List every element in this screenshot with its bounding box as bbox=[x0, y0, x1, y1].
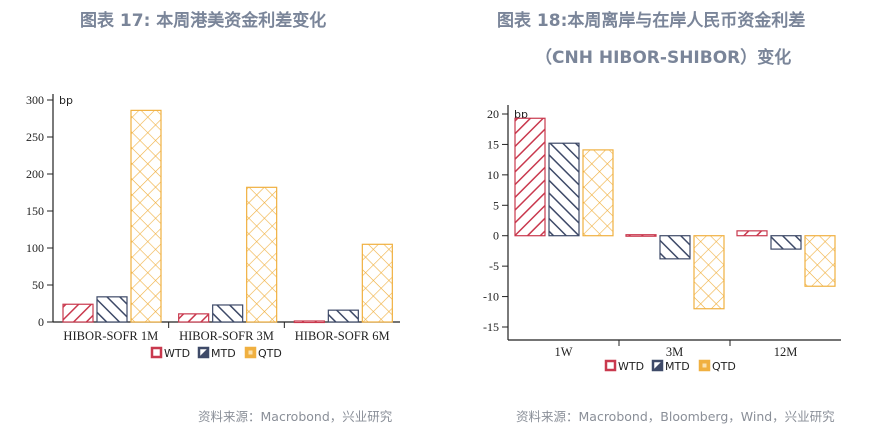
legend-label: MTD bbox=[665, 360, 690, 373]
left-chart-title: 图表 17: 本周港美资金利差变化 bbox=[80, 11, 327, 31]
bar-qtd bbox=[130, 109, 162, 323]
x-category-label: HIBOR-SOFR 3M bbox=[179, 329, 274, 343]
bar-wtd bbox=[178, 313, 210, 323]
y-tick-label: 50 bbox=[32, 278, 44, 292]
y-tick-label: 0 bbox=[38, 315, 44, 329]
bar-wtd bbox=[293, 320, 325, 324]
bar-wtd bbox=[736, 230, 768, 237]
bar-wtd bbox=[625, 234, 657, 237]
bar-mtd bbox=[659, 235, 691, 260]
bar-mtd bbox=[548, 142, 580, 237]
legend: WTD MTD QTD bbox=[604, 359, 736, 373]
bar-wtd bbox=[62, 303, 94, 323]
legend-swatch-wtd bbox=[604, 359, 617, 372]
legend-item-mtd: MTD bbox=[651, 359, 690, 373]
bar-qtd bbox=[582, 149, 614, 237]
x-category-label: 1W bbox=[554, 345, 572, 359]
legend-item-qtd: QTD bbox=[244, 346, 282, 360]
bar-mtd bbox=[327, 309, 359, 323]
y-tick-label: -10 bbox=[483, 290, 499, 304]
bar-qtd bbox=[693, 235, 725, 310]
legend-item-qtd: QTD bbox=[698, 359, 736, 373]
legend-item-mtd: MTD bbox=[197, 346, 236, 360]
bar-mtd bbox=[212, 304, 244, 323]
legend-item-wtd: WTD bbox=[604, 359, 644, 373]
right-chart-title-line2: （CNH HIBOR-SHIBOR）变化 bbox=[535, 48, 792, 68]
x-category-label: 3M bbox=[666, 345, 683, 359]
y-tick-label: -15 bbox=[483, 320, 499, 334]
y-tick-label: 100 bbox=[26, 241, 44, 255]
bar-wtd bbox=[514, 117, 546, 237]
legend-label: QTD bbox=[712, 360, 736, 373]
plot-area: 0 50 100 150 200 250 300 bp HIBOR-SOFR 1M HIBOR-S… bbox=[26, 93, 400, 343]
legend-item-wtd: WTD bbox=[150, 346, 190, 360]
bar-mtd bbox=[96, 296, 128, 323]
right-source-note: 资料来源：Macrobond，Bloomberg，Wind，兴业研究 bbox=[516, 409, 835, 424]
legend-swatch-wtd bbox=[150, 346, 163, 359]
x-category-label: HIBOR-SOFR 1M bbox=[63, 329, 158, 343]
legend-label: WTD bbox=[618, 360, 644, 373]
y-tick-label: 200 bbox=[26, 167, 44, 181]
y-tick-label: 5 bbox=[493, 198, 499, 212]
left-source-note: 资料来源：Macrobond，兴业研究 bbox=[198, 409, 393, 424]
legend: WTD MTD QTD bbox=[150, 346, 282, 360]
bar-qtd bbox=[804, 235, 836, 287]
left-bar-chart: 0 50 100 150 200 250 300 bp HIBOR-SOFR 1M HIBOR-S… bbox=[26, 93, 400, 360]
y-tick-label: 250 bbox=[26, 130, 44, 144]
right-chart-title-line1: 图表 18:本周离岸与在岸人民币资金利差 bbox=[497, 11, 806, 31]
y-tick-label: -5 bbox=[489, 259, 499, 273]
unit-label: bp bbox=[59, 94, 73, 107]
legend-label: MTD bbox=[211, 347, 236, 360]
legend-label: WTD bbox=[164, 347, 190, 360]
x-category-label: 12M bbox=[774, 345, 798, 359]
y-tick-label: 10 bbox=[487, 168, 499, 182]
x-category-label: HIBOR-SOFR 6M bbox=[295, 329, 390, 343]
bar-qtd bbox=[361, 243, 393, 323]
y-tick-label: 150 bbox=[26, 204, 44, 218]
bar-qtd bbox=[246, 186, 278, 323]
y-tick-label: 300 bbox=[26, 93, 44, 107]
bar-mtd bbox=[770, 235, 802, 250]
y-tick-label: 15 bbox=[487, 137, 499, 151]
y-tick-label: 0 bbox=[493, 229, 499, 243]
legend-label: QTD bbox=[258, 347, 282, 360]
y-tick-label: 20 bbox=[487, 107, 499, 121]
